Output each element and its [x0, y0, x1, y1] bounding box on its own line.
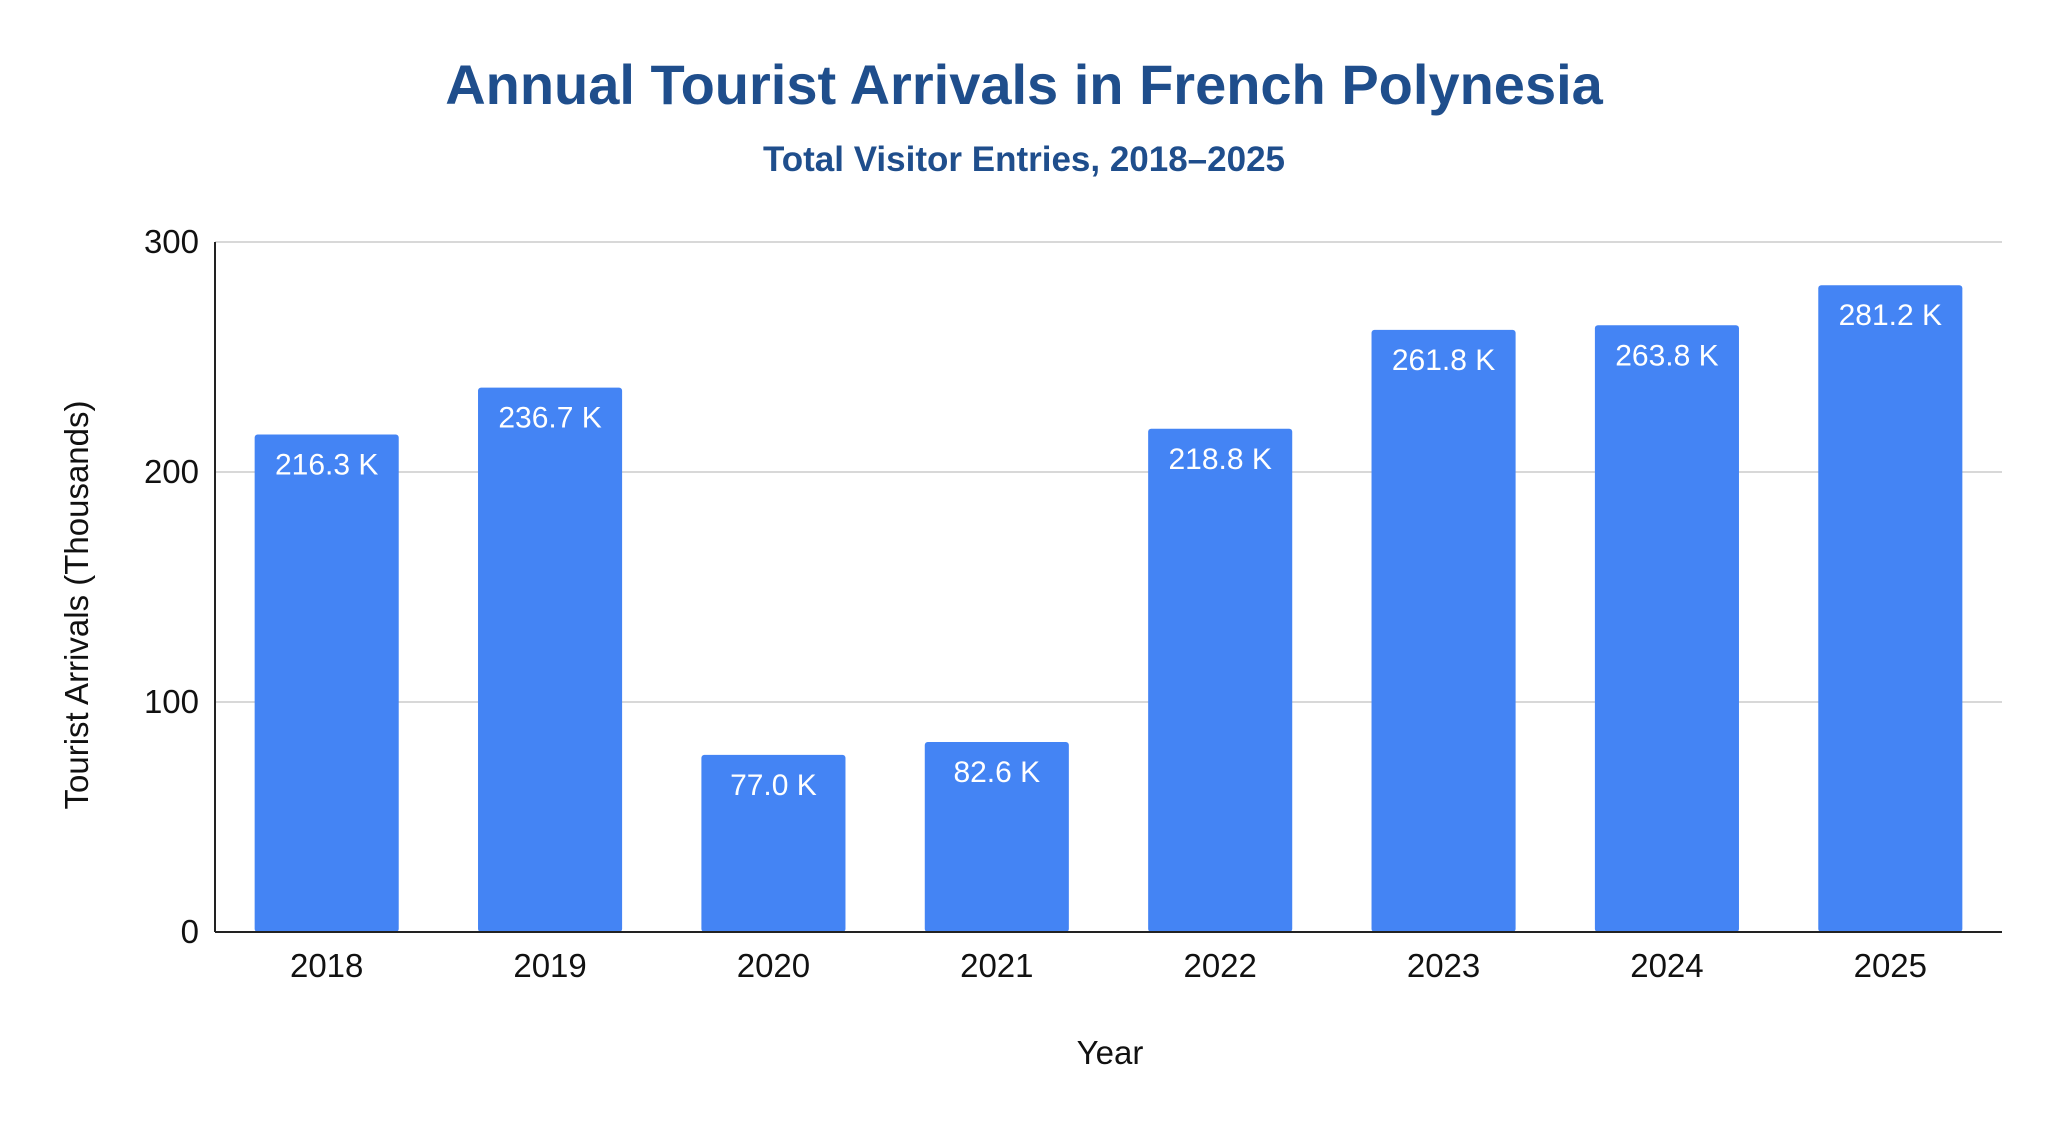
chart-subtitle: Total Visitor Entries, 2018–2025: [762, 140, 1286, 179]
bars: [254, 285, 1963, 933]
x-tick-label: 2019: [513, 947, 586, 984]
y-tick-label: 0: [181, 913, 199, 950]
x-tick-label: 2024: [1630, 947, 1703, 984]
x-tick-label: 2023: [1407, 947, 1480, 984]
x-axis-title: Year: [1077, 1034, 1144, 1071]
y-axis-title: Tourist Arrivals (Thousands): [58, 401, 95, 810]
bar-2018: [254, 434, 399, 932]
chart-title: Annual Tourist Arrivals in French Polyne…: [445, 53, 1603, 116]
y-tick-label: 200: [144, 453, 199, 490]
x-tick-label: 2021: [960, 947, 1033, 984]
data-label: 82.6 K: [953, 756, 1040, 789]
y-tick-label: 300: [144, 223, 199, 260]
data-label: 77.0 K: [730, 769, 817, 802]
x-tick-label: 2018: [290, 947, 363, 984]
bar-2022: [1148, 428, 1293, 932]
bar-2019: [478, 387, 623, 933]
bar-2020: [701, 754, 846, 932]
bar-2025: [1818, 285, 1963, 932]
data-label: 263.8 K: [1615, 339, 1718, 372]
bar-2023: [1371, 329, 1516, 932]
bar-2024: [1594, 325, 1739, 932]
x-tick-label: 2022: [1183, 947, 1256, 984]
data-label: 261.8 K: [1392, 344, 1495, 377]
data-label: 218.8 K: [1168, 443, 1271, 476]
labels: 0 100 200 300 216.3 K 2018 236.7 K 2019 77.0 K 20…: [144, 223, 1942, 984]
y-tick-label: 100: [144, 683, 199, 720]
x-tick-label: 2025: [1854, 947, 1927, 984]
axes: [214, 242, 2002, 933]
data-label: 216.3 K: [275, 449, 378, 482]
x-tick-label: 2020: [737, 947, 810, 984]
data-label: 236.7 K: [498, 402, 601, 435]
data-label: 281.2 K: [1839, 299, 1942, 332]
bar-2021: [924, 742, 1069, 932]
